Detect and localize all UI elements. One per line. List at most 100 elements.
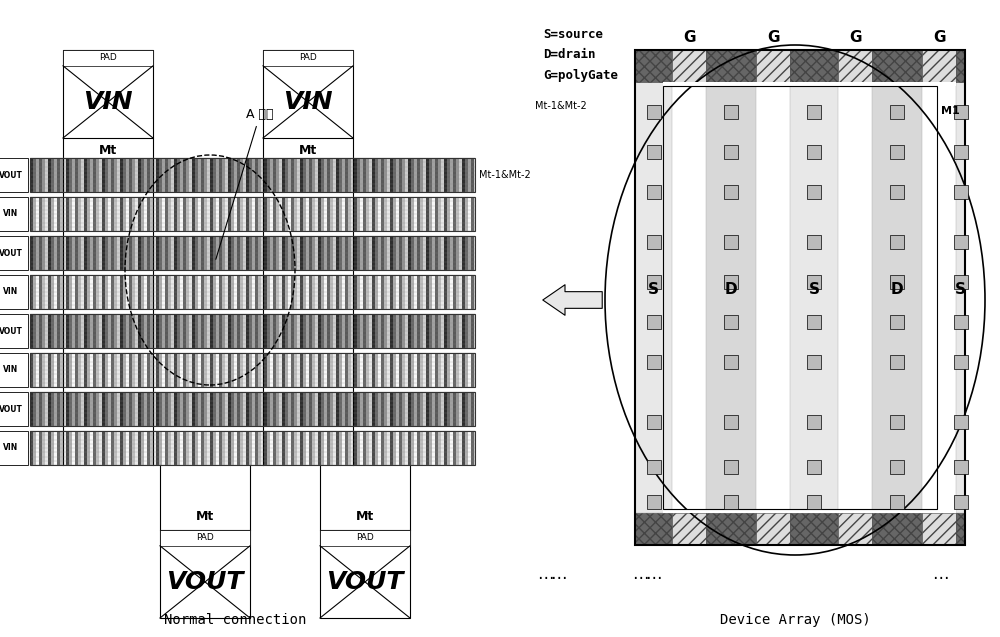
Bar bbox=[108, 392, 111, 426]
Bar bbox=[144, 197, 147, 231]
Bar bbox=[255, 353, 258, 387]
Bar bbox=[219, 353, 222, 387]
Bar bbox=[195, 314, 198, 348]
Bar bbox=[303, 275, 306, 309]
Bar bbox=[126, 314, 129, 348]
Bar bbox=[216, 236, 219, 270]
Bar bbox=[117, 275, 120, 309]
Bar bbox=[54, 197, 57, 231]
Bar bbox=[462, 275, 465, 309]
Bar bbox=[36, 314, 39, 348]
Bar bbox=[162, 197, 165, 231]
Bar bbox=[99, 314, 102, 348]
Bar bbox=[807, 105, 821, 119]
Bar bbox=[168, 431, 171, 465]
Bar bbox=[414, 236, 417, 270]
Bar bbox=[192, 314, 195, 348]
Bar bbox=[219, 158, 222, 192]
Bar bbox=[30, 158, 475, 192]
Bar bbox=[468, 314, 471, 348]
Bar bbox=[360, 392, 363, 426]
Bar bbox=[646, 415, 660, 429]
Bar bbox=[255, 392, 258, 426]
Bar bbox=[291, 197, 294, 231]
Bar bbox=[180, 275, 183, 309]
Bar bbox=[282, 392, 285, 426]
Bar bbox=[135, 197, 138, 231]
Bar bbox=[60, 431, 63, 465]
Bar bbox=[147, 431, 150, 465]
Bar bbox=[294, 431, 297, 465]
Bar bbox=[258, 353, 261, 387]
Bar bbox=[243, 275, 246, 309]
Bar bbox=[724, 275, 738, 289]
Bar bbox=[387, 431, 390, 465]
Bar bbox=[264, 431, 267, 465]
Bar bbox=[838, 82, 872, 86]
Bar bbox=[261, 431, 264, 465]
Bar bbox=[45, 158, 48, 192]
Bar bbox=[450, 353, 453, 387]
Bar bbox=[450, 275, 453, 309]
Bar bbox=[465, 158, 468, 192]
Bar bbox=[264, 275, 267, 309]
Bar bbox=[426, 275, 429, 309]
Bar bbox=[447, 236, 450, 270]
Bar bbox=[186, 431, 189, 465]
Bar bbox=[838, 509, 872, 513]
Bar bbox=[336, 275, 339, 309]
Bar bbox=[663, 82, 937, 86]
Bar bbox=[408, 158, 411, 192]
Bar bbox=[195, 236, 198, 270]
Bar bbox=[159, 197, 162, 231]
Bar bbox=[456, 275, 459, 309]
Bar bbox=[372, 353, 375, 387]
Bar bbox=[201, 197, 204, 231]
Bar bbox=[324, 158, 327, 192]
Bar bbox=[956, 82, 965, 513]
Bar bbox=[90, 314, 93, 348]
Bar bbox=[93, 392, 96, 426]
Bar bbox=[207, 275, 210, 309]
Bar bbox=[252, 236, 255, 270]
Bar bbox=[87, 392, 90, 426]
Bar bbox=[258, 197, 261, 231]
Bar bbox=[141, 275, 144, 309]
Bar bbox=[279, 392, 282, 426]
Bar bbox=[378, 197, 381, 231]
Bar bbox=[756, 82, 790, 513]
Bar bbox=[30, 353, 33, 387]
Bar bbox=[381, 431, 384, 465]
Bar bbox=[411, 314, 414, 348]
Bar bbox=[75, 392, 78, 426]
Bar bbox=[402, 275, 405, 309]
Bar bbox=[180, 158, 183, 192]
Bar bbox=[30, 314, 33, 348]
Bar bbox=[291, 392, 294, 426]
Text: VIN: VIN bbox=[3, 366, 18, 375]
Bar bbox=[672, 50, 706, 82]
Bar bbox=[429, 314, 432, 348]
Bar bbox=[438, 392, 441, 426]
Bar bbox=[150, 392, 153, 426]
Bar bbox=[222, 158, 225, 192]
Bar bbox=[45, 353, 48, 387]
Bar bbox=[198, 236, 201, 270]
Bar bbox=[111, 158, 114, 192]
Bar bbox=[405, 275, 408, 309]
Bar bbox=[144, 392, 147, 426]
Bar bbox=[57, 158, 60, 192]
Bar bbox=[360, 236, 363, 270]
Bar bbox=[456, 353, 459, 387]
Bar bbox=[129, 275, 132, 309]
Bar bbox=[318, 158, 321, 192]
Bar bbox=[956, 513, 965, 545]
Bar bbox=[381, 314, 384, 348]
Bar bbox=[69, 353, 72, 387]
Text: D=drain: D=drain bbox=[543, 48, 596, 62]
Bar bbox=[390, 275, 393, 309]
Bar bbox=[342, 314, 345, 348]
Bar bbox=[330, 314, 333, 348]
Bar bbox=[171, 431, 174, 465]
Bar bbox=[78, 158, 81, 192]
